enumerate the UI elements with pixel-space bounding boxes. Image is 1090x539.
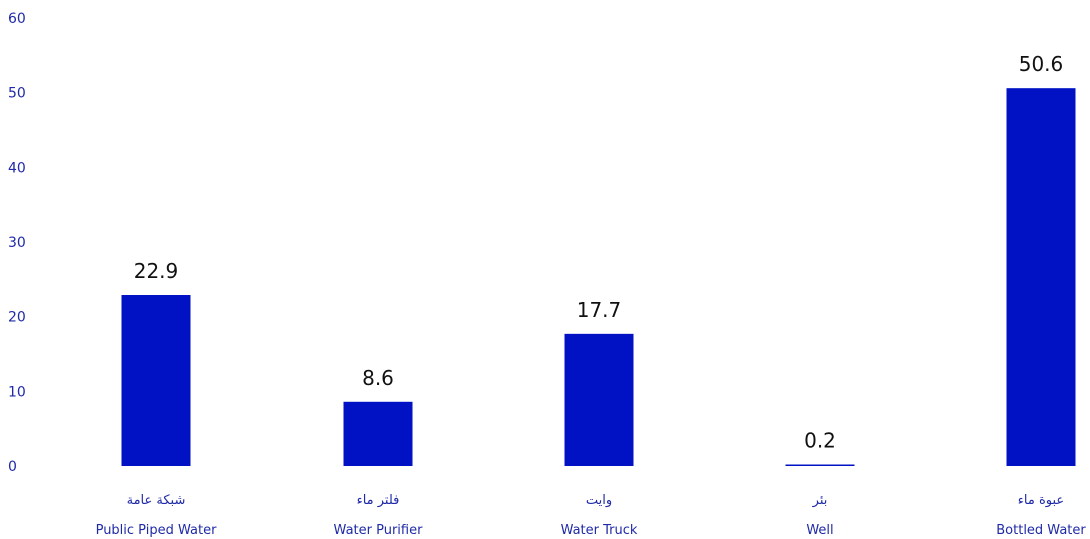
bars: [121, 88, 1076, 466]
category-label-english: Water Purifier: [334, 523, 424, 538]
bar-value-label: 22.9: [134, 259, 179, 283]
category-label-english: Water Truck: [561, 523, 638, 538]
y-tick-label: 30: [8, 235, 26, 251]
bar-value-label: 50.6: [1019, 52, 1064, 76]
bar: [564, 333, 634, 466]
x-axis: شبكة عامة Public Piped Water فلتر ماء Water…: [96, 493, 1087, 538]
category-label-english: Bottled Water: [996, 523, 1086, 538]
category-label-english: Well: [806, 523, 833, 538]
y-tick-label: 0: [8, 459, 17, 475]
y-tick-label: 60: [8, 11, 26, 27]
bar: [343, 401, 413, 466]
category-label-arabic: بئر: [812, 493, 828, 508]
bar: [121, 295, 191, 466]
category-label-arabic: عبوة ماء: [1018, 493, 1064, 508]
category-label-arabic: شبكة عامة: [127, 493, 186, 508]
bar: [785, 464, 855, 466]
y-tick-label: 20: [8, 310, 26, 326]
bar: [1006, 88, 1076, 466]
y-axis: 0 10 20 30 40 50 60: [8, 11, 26, 475]
bar-value-label: 8.6: [362, 366, 394, 390]
y-tick-label: 50: [8, 86, 26, 102]
y-tick-label: 10: [8, 384, 26, 400]
bar-value-label: 0.2: [804, 429, 836, 453]
category-label-arabic: فلتر ماء: [357, 493, 400, 508]
bar-value-label: 17.7: [577, 298, 622, 322]
y-tick-label: 40: [8, 160, 26, 176]
category-label-english: Public Piped Water: [96, 523, 217, 538]
category-label-arabic: وايت: [586, 493, 612, 508]
value-labels: 22.9 8.6 17.7 0.2 50.6: [134, 52, 1064, 452]
